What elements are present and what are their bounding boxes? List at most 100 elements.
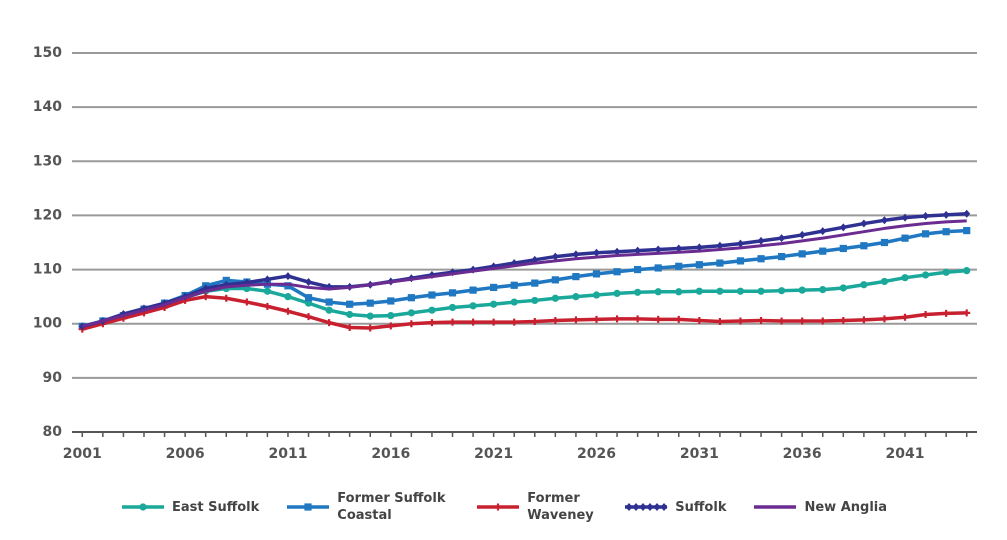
point [921,230,930,238]
x-tick-label: 2021 [474,446,513,462]
point [798,317,806,325]
legend: East Suffolk Former Suffolk Coastal Former… [0,490,1007,524]
point [469,286,477,294]
point [490,318,498,326]
point [695,316,703,324]
point [675,288,683,296]
point [284,307,292,315]
point [407,320,415,328]
point [613,289,621,297]
point [757,287,765,295]
point [325,298,333,306]
point [346,324,354,332]
point [757,255,765,263]
legend-swatch [477,503,520,511]
point [901,274,909,282]
point [634,265,642,274]
y-tick-label: 130 [33,153,62,169]
point [448,289,457,297]
point [839,244,847,253]
point [798,286,806,294]
point [469,318,477,326]
point [716,259,724,267]
point [654,288,662,296]
y-tick-label: 110 [33,262,62,278]
point [639,503,647,511]
point [366,312,374,320]
point [222,276,230,284]
point [901,213,909,222]
point [263,302,271,310]
point [139,503,147,511]
line [81,212,967,329]
point [819,227,827,236]
x-tick-label: 2031 [680,446,719,462]
x-tick-label: 2011 [268,446,307,462]
point [646,503,654,511]
point [901,313,909,321]
point [625,503,633,511]
point [592,291,601,299]
line [81,228,967,329]
point [839,223,847,232]
point [428,306,436,314]
x-tick-label: 2026 [577,446,616,462]
point [284,282,292,290]
point [613,247,621,256]
point [860,219,868,228]
point [510,318,518,326]
series [78,209,971,331]
point [819,286,827,294]
point [716,287,724,295]
series [78,226,971,331]
point [387,311,395,320]
point [839,284,847,292]
point [263,275,271,284]
point [592,315,600,323]
point [736,317,744,325]
point [880,238,889,247]
x-tick-label: 2016 [371,446,410,462]
point [736,287,745,295]
point [325,319,333,327]
point [366,324,374,332]
point [901,234,909,242]
point [366,299,374,307]
point [531,279,539,287]
point [778,317,786,325]
point [572,250,580,259]
point [675,262,683,270]
point [494,503,502,511]
point [695,287,703,295]
point [572,316,580,324]
legend-item: East Suffolk [120,499,259,516]
point [654,315,662,323]
point [675,244,683,253]
point [757,236,765,245]
point [449,318,457,326]
point [963,209,971,218]
point [716,241,724,250]
point [572,273,580,281]
legend-swatch [754,505,797,509]
point [942,210,950,219]
point [963,267,971,275]
point [716,318,724,326]
y-tick-label: 140 [33,99,62,115]
point [634,315,642,323]
point [531,296,539,305]
point [263,287,271,295]
point [613,268,621,276]
point [695,243,703,252]
point [880,277,889,286]
point [428,319,436,327]
series [78,293,971,333]
point [654,245,662,254]
point [736,257,745,265]
point [305,313,313,321]
point [736,239,744,248]
point [653,503,661,511]
point [778,234,786,243]
legend-swatch [121,503,164,511]
